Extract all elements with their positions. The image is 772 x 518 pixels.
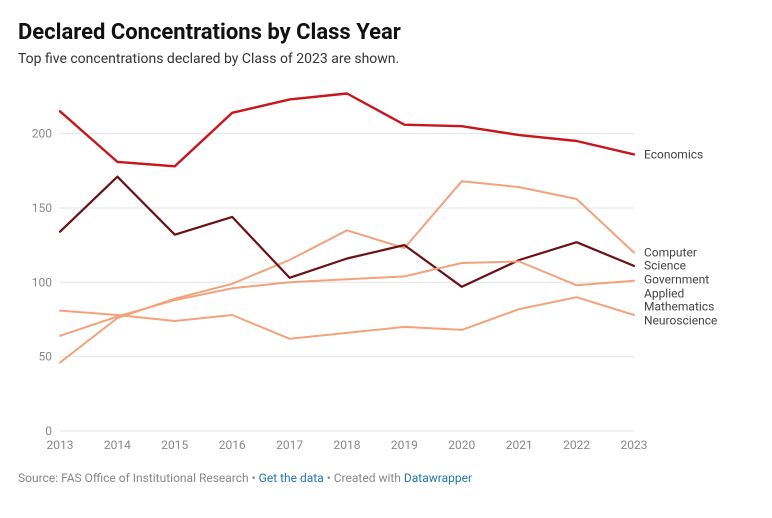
x-tick-label: 2015	[161, 438, 188, 452]
y-tick-label: 100	[32, 275, 52, 289]
footer-source: FAS Office of Institutional Research	[61, 471, 249, 485]
y-tick-label: 150	[32, 201, 52, 215]
series-label: Government	[644, 273, 709, 287]
x-tick-label: 2023	[621, 438, 648, 452]
series-line	[60, 262, 634, 336]
chart-title: Declared Concentrations by Class Year	[18, 20, 754, 45]
series-line	[60, 297, 634, 339]
y-tick-label: 200	[32, 127, 52, 141]
x-tick-label: 2014	[104, 438, 131, 452]
footer-sep-2: •	[324, 471, 334, 485]
footer-source-prefix: Source:	[18, 471, 61, 485]
series-label: Computer	[644, 246, 697, 260]
series-line	[60, 94, 634, 167]
y-axis: 0 50 100 150 200	[32, 127, 52, 438]
x-tick-label: 2018	[334, 438, 361, 452]
footer-created-prefix: Created with	[334, 471, 404, 485]
x-tick-label: 2021	[506, 438, 533, 452]
series-label: Mathematics	[644, 300, 714, 314]
x-tick-label: 2016	[219, 438, 246, 452]
x-tick-label: 2022	[563, 438, 590, 452]
gridlines	[60, 134, 634, 431]
footer-get-data-link[interactable]: Get the data	[259, 471, 324, 485]
chart-subtitle: Top five concentrations declared by Clas…	[18, 51, 754, 67]
y-tick-label: 50	[39, 350, 53, 364]
series-label: Applied	[644, 287, 684, 301]
y-tick-label: 0	[45, 424, 52, 438]
line-chart-svg: 0 50 100 150 200 2013 2014 2015 2016 2017 2018 2019…	[18, 81, 754, 461]
x-tick-label: 2019	[391, 438, 418, 452]
x-tick-label: 2017	[276, 438, 303, 452]
series-labels: Economics ComputerScienceGovernmentApplie…	[644, 147, 717, 327]
x-axis: 2013 2014 2015 2016 2017 2018 2019 2020 2021 2022…	[47, 438, 648, 452]
chart-footer: Source: FAS Office of Institutional Rese…	[18, 471, 754, 485]
x-tick-label: 2020	[448, 438, 475, 452]
series-label: Neuroscience	[644, 314, 717, 328]
series-label: Science	[644, 259, 686, 273]
footer-datawrapper-link[interactable]: Datawrapper	[404, 471, 472, 485]
series-label: Economics	[644, 147, 703, 161]
x-tick-label: 2013	[47, 438, 74, 452]
footer-sep-1: •	[249, 471, 259, 485]
chart-area: 0 50 100 150 200 2013 2014 2015 2016 2017 2018 2019…	[18, 81, 754, 461]
